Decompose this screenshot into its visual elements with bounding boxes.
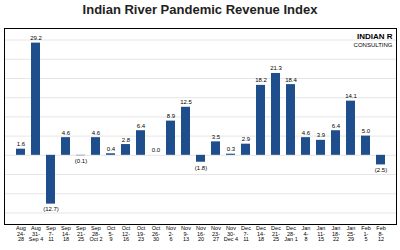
- svg-text:Oct26-30: Oct26-30: [152, 225, 161, 242]
- svg-text:Jan25-29: Jan25-29: [347, 225, 356, 242]
- svg-text:INDIAN R: INDIAN R: [357, 32, 393, 41]
- svg-text:Dec28-Jan 1: Dec28-Jan 1: [284, 225, 297, 242]
- svg-text:(1.8): (1.8): [195, 165, 207, 171]
- svg-text:Sep14-18: Sep14-18: [61, 225, 71, 242]
- svg-text:6.4: 6.4: [332, 123, 341, 129]
- svg-text:Dec7-11: Dec7-11: [241, 225, 251, 242]
- svg-text:Nov16-20: Nov16-20: [196, 225, 206, 242]
- svg-text:Nov23-27: Nov23-27: [211, 225, 221, 242]
- svg-text:Feb8-12: Feb8-12: [376, 225, 385, 242]
- svg-text:21.3: 21.3: [270, 65, 282, 71]
- svg-text:18.4: 18.4: [285, 77, 297, 83]
- svg-text:Dec14-18: Dec14-18: [256, 225, 266, 242]
- svg-text:0.4: 0.4: [107, 146, 116, 152]
- svg-text:(12.7): (12.7): [43, 206, 59, 212]
- svg-text:Dec21-25: Dec21-25: [271, 225, 281, 242]
- svg-text:18.2: 18.2: [255, 77, 267, 83]
- svg-text:Jan11-15: Jan11-15: [317, 225, 326, 242]
- svg-text:CONSULTING: CONSULTING: [354, 42, 393, 48]
- svg-text:(2.5): (2.5): [375, 167, 387, 173]
- svg-text:Oct19-23: Oct19-23: [137, 225, 146, 242]
- svg-text:3.5: 3.5: [212, 134, 221, 140]
- html-text:Indian River Pandemic Revenue: Indian River Pandemic Revenue Index: [82, 2, 318, 17]
- svg-text:Oct12-16: Oct12-16: [122, 225, 131, 242]
- svg-text:Jan4-8: Jan4-8: [302, 225, 311, 242]
- svg-text:Aug24-28: Aug24-28: [16, 225, 26, 242]
- svg-text:4.6: 4.6: [62, 130, 71, 136]
- svg-text:Sep21-25: Sep21-25: [76, 225, 86, 242]
- svg-text:0.0: 0.0: [152, 147, 161, 153]
- svg-text:14.1: 14.1: [345, 93, 357, 99]
- svg-text:29.2: 29.2: [30, 35, 42, 41]
- svg-text:Aug31-Sep 4: Aug31-Sep 4: [29, 225, 43, 242]
- svg-text:1.6: 1.6: [17, 141, 26, 147]
- svg-text:6.4: 6.4: [137, 123, 146, 129]
- svg-text:Jan18-22: Jan18-22: [332, 225, 341, 242]
- svg-text:2.9: 2.9: [242, 136, 251, 142]
- svg-text:Feb1-5: Feb1-5: [361, 225, 370, 242]
- svg-text:Oct5-9: Oct5-9: [107, 225, 116, 242]
- svg-text:4.6: 4.6: [92, 130, 101, 136]
- svg-text:3.9: 3.9: [317, 132, 326, 138]
- svg-text:Sep28-Oct 2: Sep28-Oct 2: [89, 225, 102, 242]
- svg-text:Nov2-6: Nov2-6: [166, 225, 176, 242]
- svg-text:5.0: 5.0: [362, 128, 371, 134]
- svg-text:Sep7-11: Sep7-11: [46, 225, 56, 242]
- svg-text:(0.1): (0.1): [75, 158, 87, 164]
- svg-text:8.9: 8.9: [167, 113, 176, 119]
- svg-text:12.5: 12.5: [180, 99, 192, 105]
- svg-text:Nov9-13: Nov9-13: [181, 225, 191, 242]
- svg-text:0.3: 0.3: [227, 146, 236, 152]
- svg-text:2.8: 2.8: [122, 137, 131, 143]
- svg-text:Nov30-Dec 4: Nov30-Dec 4: [224, 225, 238, 242]
- svg-text:4.6: 4.6: [302, 130, 311, 136]
